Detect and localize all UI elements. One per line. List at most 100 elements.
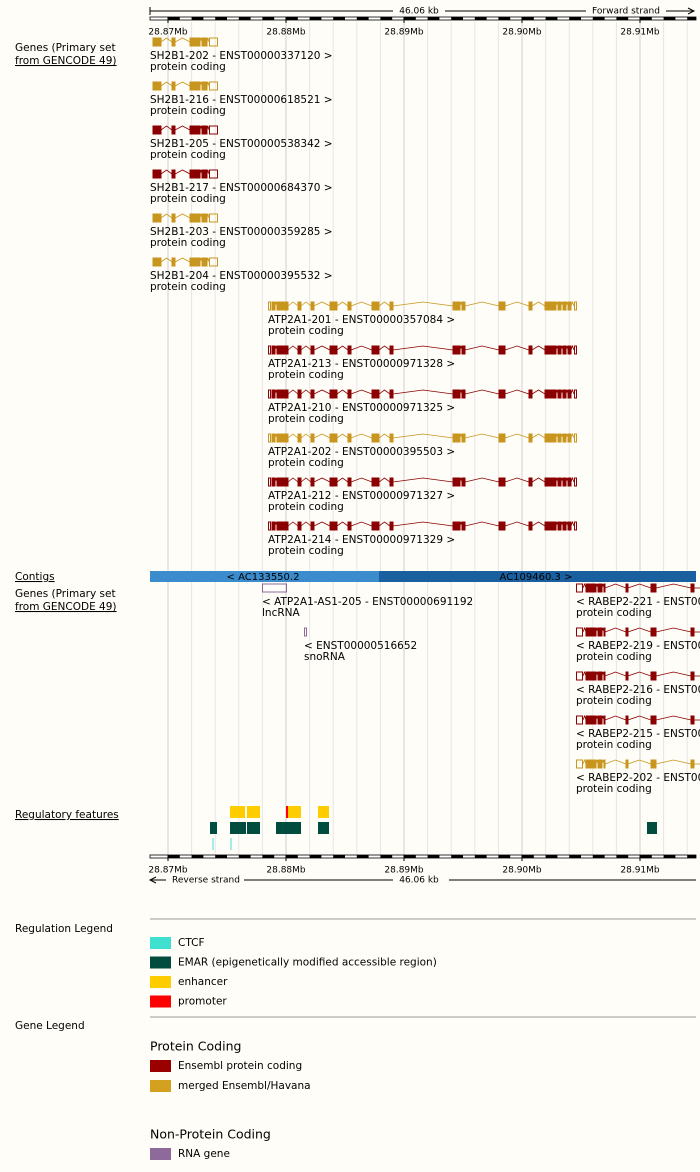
exon [528, 433, 533, 443]
exon [271, 345, 276, 355]
intron [174, 81, 191, 87]
exon [498, 301, 506, 311]
intron [313, 433, 331, 439]
exon [389, 301, 394, 311]
intron [287, 301, 299, 307]
contig-label: < AC133550.2 [227, 572, 300, 583]
ruler-segment [522, 855, 534, 858]
intron [287, 433, 299, 439]
strand-label: Reverse strand [172, 876, 240, 886]
exon [548, 345, 553, 355]
intron [160, 169, 173, 175]
ruler-segment [592, 855, 605, 858]
intron [313, 477, 331, 483]
exon [268, 477, 271, 487]
ruler-bar [149, 16, 697, 21]
legend-label: CTCF [178, 937, 205, 949]
exon [461, 433, 466, 443]
exon [589, 583, 593, 593]
intron [604, 627, 627, 633]
exon [548, 433, 553, 443]
transcript-biotype: protein coding [576, 651, 652, 663]
exon [171, 213, 176, 223]
transcript-biotype: protein coding [268, 501, 344, 513]
exon [347, 433, 352, 443]
contig-label: AC109460.3 > [500, 572, 573, 583]
exon [498, 521, 506, 531]
legend-group-title: Protein Coding [150, 1039, 241, 1054]
ruler-segment [262, 17, 275, 20]
ruler-segment [663, 855, 676, 858]
exon [597, 671, 603, 681]
exon [171, 125, 176, 135]
exon [597, 627, 603, 637]
exon [189, 169, 201, 179]
intron [531, 389, 546, 395]
intron [300, 389, 312, 395]
intron [350, 521, 373, 527]
exon [585, 627, 590, 637]
exon [389, 521, 394, 531]
ruler-segment [592, 17, 605, 20]
ruler-segment [309, 855, 322, 858]
transcript-biotype: protein coding [150, 61, 226, 73]
intron [464, 345, 500, 351]
legend-group-title: Non-Protein Coding [150, 1127, 271, 1142]
intron [655, 583, 692, 589]
exon [276, 477, 281, 487]
exon [650, 583, 657, 593]
transcript-name: SH2B1-217 - ENST00000684370 > [150, 182, 333, 194]
transcript-biotype: protein coding [576, 783, 652, 795]
strand-arrow [666, 7, 696, 15]
exon [603, 627, 606, 637]
intron [531, 521, 546, 527]
exon [548, 521, 553, 531]
intron [655, 715, 692, 721]
exon [452, 521, 457, 531]
exon [333, 521, 338, 531]
intron [336, 477, 349, 483]
ruler-tick-label: 28.87Mb [148, 28, 188, 38]
intron [174, 37, 191, 43]
exon [552, 521, 557, 531]
exon [268, 345, 271, 355]
exon [371, 345, 376, 355]
exon [592, 627, 597, 637]
exon [576, 671, 583, 681]
ruler-tick-label: 28.90Mb [502, 28, 542, 38]
transcript-name: < RABEP2-221 - ENST00000 [576, 596, 700, 608]
track-label: Regulatory features [15, 809, 119, 821]
exon [625, 715, 629, 725]
legend-label: EMAR (epigenetically modified accessible… [178, 957, 437, 969]
exon [310, 301, 315, 311]
exon [189, 37, 201, 47]
exon [297, 345, 302, 355]
ruler-tick-label: 28.88Mb [266, 866, 306, 876]
exon [567, 477, 572, 487]
intron [336, 433, 349, 439]
track-label: Genes (Primary set [15, 588, 116, 600]
legend-label: merged Ensembl/Havana [178, 1080, 311, 1092]
intron [531, 345, 546, 351]
intron [378, 301, 391, 307]
transcript-name: < ENST00000516652 [304, 640, 417, 652]
intron [300, 521, 312, 527]
intron [504, 345, 530, 351]
intron [313, 521, 331, 527]
exon [371, 389, 376, 399]
intron [336, 345, 349, 351]
exon [557, 301, 562, 311]
ruler-segment [569, 855, 581, 858]
exon [152, 37, 162, 47]
exon [375, 301, 380, 311]
exon [585, 583, 590, 593]
intron [604, 583, 627, 589]
ruler-segment [616, 855, 629, 858]
ruler-segment [238, 855, 251, 858]
ruler-segment [191, 17, 204, 20]
exon [456, 345, 461, 355]
exon [461, 345, 466, 355]
exon [189, 257, 201, 267]
exon [276, 301, 281, 311]
exon [284, 433, 289, 443]
